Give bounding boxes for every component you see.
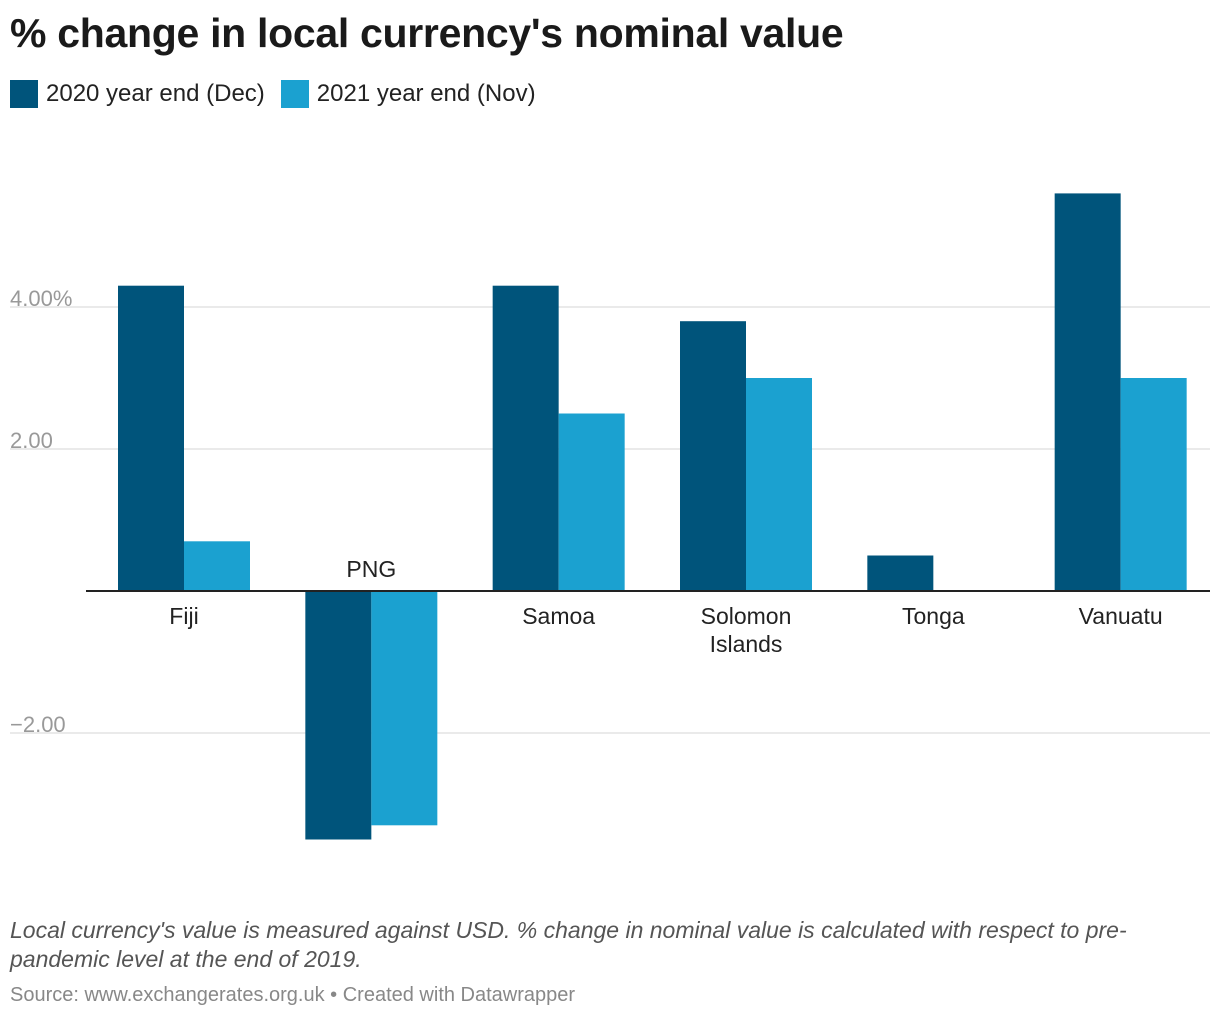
bar-2020 bbox=[680, 321, 746, 591]
legend-swatch-2021 bbox=[280, 80, 309, 108]
x-category-label: Samoa bbox=[522, 603, 595, 629]
chart-source: Source: www.exchangerates.org.uk • Creat… bbox=[10, 984, 576, 1006]
bar-2021 bbox=[371, 591, 438, 826]
bar-2020 bbox=[867, 555, 934, 591]
x-category-label: Solomon bbox=[701, 603, 792, 629]
x-category-label: Tonga bbox=[902, 603, 965, 629]
bar-2021 bbox=[558, 413, 625, 591]
legend-label-2020: 2020 year end (Dec) bbox=[46, 80, 265, 107]
bar-chart: 4.00% 2.00 −2.00 Fiji PNG Samoa SolomonIslands… bbox=[10, 193, 1210, 840]
bar-2021 bbox=[1120, 378, 1187, 591]
x-category-label: PNG bbox=[346, 556, 396, 582]
bar-2021 bbox=[184, 541, 250, 591]
bar-2020 bbox=[492, 285, 559, 591]
x-category-label: Vanuatu bbox=[1079, 603, 1163, 629]
bar-2021 bbox=[746, 378, 812, 591]
legend-swatch-2020 bbox=[10, 80, 38, 108]
x-category-label: Islands bbox=[710, 631, 783, 657]
y-tick-label: 4.00% bbox=[10, 286, 72, 311]
legend-item-2021: 2021 year end (Nov) bbox=[280, 80, 536, 108]
chart-footnote: Local currency's value is measured again… bbox=[10, 917, 1127, 972]
chart-legend: 2020 year end (Dec) 2021 year end (Nov) bbox=[10, 80, 536, 108]
chart-title: % change in local currency's nominal val… bbox=[10, 10, 844, 56]
legend-label-2021: 2021 year end (Nov) bbox=[316, 80, 536, 107]
x-category-label: Fiji bbox=[169, 603, 198, 629]
y-tick-label: −2.00 bbox=[10, 712, 66, 737]
bar-2020 bbox=[118, 285, 184, 591]
bar-2020 bbox=[1054, 193, 1121, 591]
bar-2020 bbox=[305, 591, 372, 840]
legend-item-2020: 2020 year end (Dec) bbox=[10, 80, 265, 108]
y-tick-label: 2.00 bbox=[10, 428, 53, 453]
